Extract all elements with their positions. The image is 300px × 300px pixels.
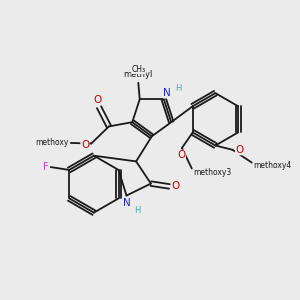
Text: H: H [176, 84, 182, 93]
Text: N: N [164, 88, 171, 98]
Text: methoxy3: methoxy3 [193, 168, 232, 177]
Text: N: N [123, 198, 130, 208]
Text: F: F [43, 162, 49, 172]
Text: O: O [81, 140, 89, 150]
Text: methyl: methyl [124, 70, 153, 79]
Text: O: O [236, 145, 244, 155]
Text: CH₃: CH₃ [131, 64, 146, 74]
Text: O: O [93, 95, 102, 105]
Text: methoxy: methoxy [35, 138, 68, 147]
Text: methoxy4: methoxy4 [253, 161, 292, 170]
Text: O: O [177, 150, 185, 160]
Text: O: O [172, 182, 180, 191]
Text: H: H [134, 206, 140, 215]
